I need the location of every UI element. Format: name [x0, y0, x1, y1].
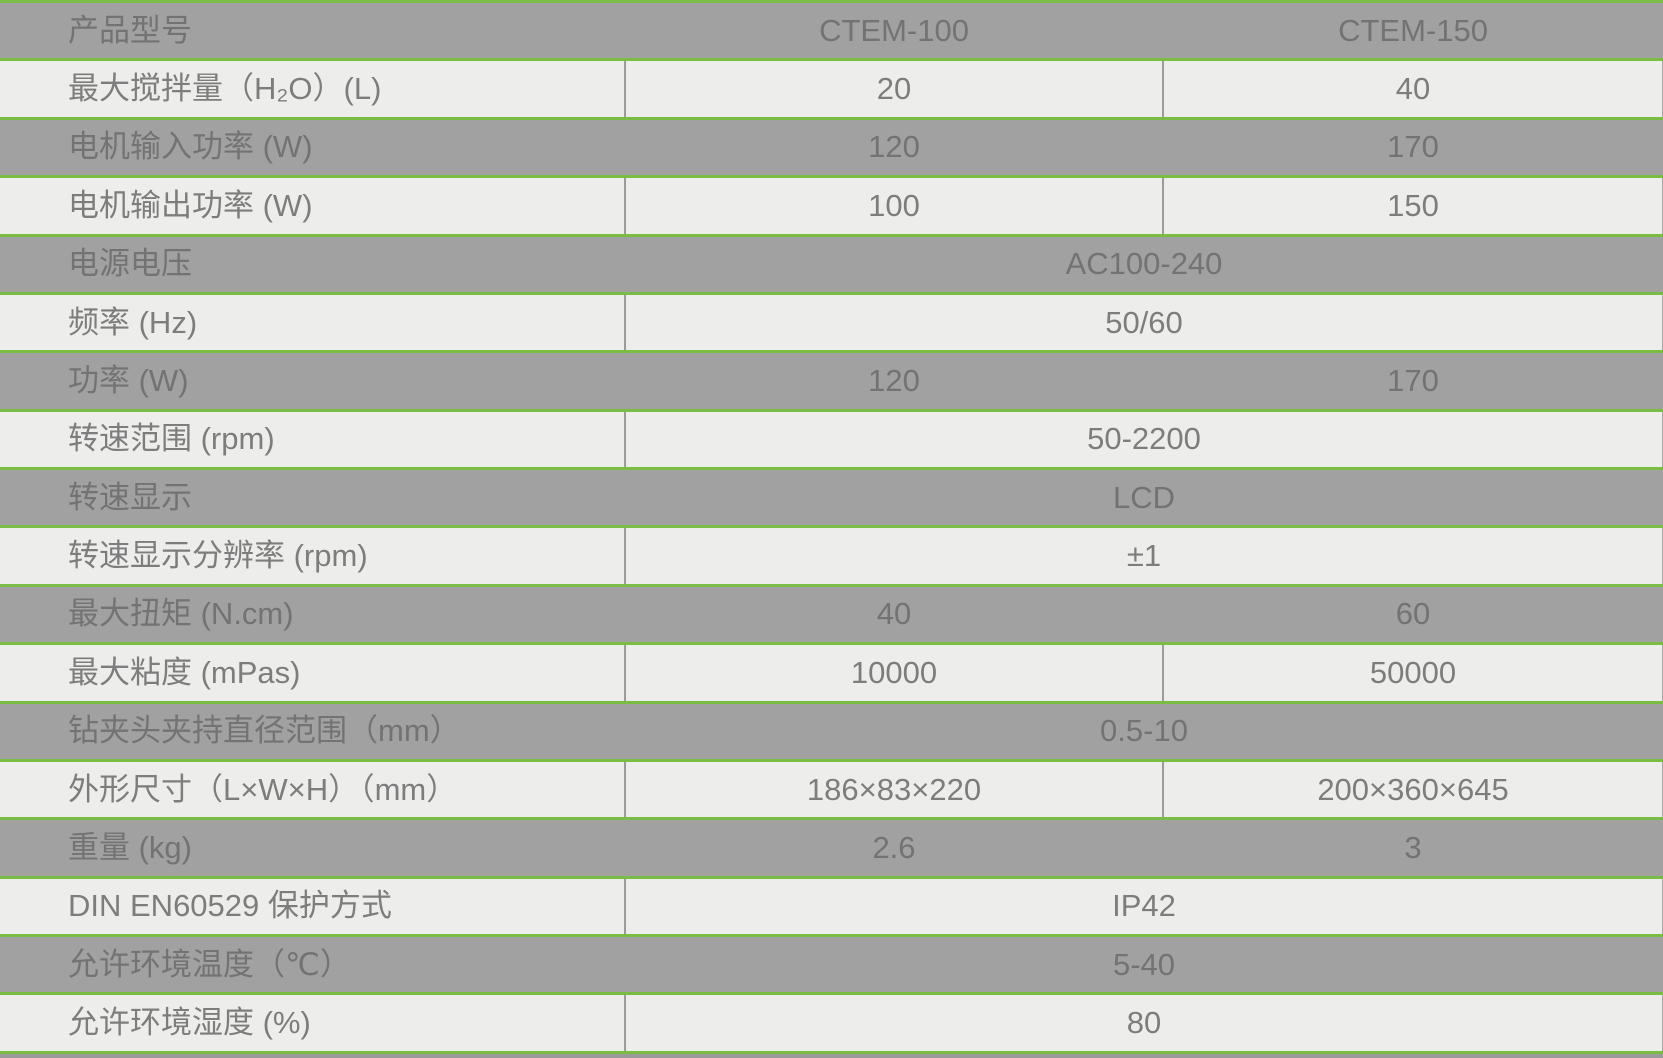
spec-row-display-resolution: 转速显示分辨率 (rpm) ±1	[0, 525, 1663, 586]
spec-row-weight: 重量 (kg) 2.6 3	[0, 817, 1663, 878]
value-cell-2: 170	[1163, 116, 1663, 177]
row-label: 重量 (kg)	[0, 817, 625, 878]
row-label: 最大扭矩 (N.cm)	[0, 583, 625, 644]
value-cell-2: 3	[1163, 817, 1663, 878]
value-cell-1: 186×83×220	[625, 758, 1164, 819]
merged-value-cell: ±1	[625, 525, 1663, 586]
row-label: 外形尺寸（L×W×H）（mm）	[0, 758, 626, 819]
spec-row-voltage: 电源电压 AC100-240	[0, 233, 1663, 294]
spec-row-ambient-humidity: 允许环境湿度 (%) 80	[0, 992, 1663, 1054]
row-label: 允许环境温度（℃）	[0, 933, 625, 994]
row-label: 转速范围 (rpm)	[0, 408, 626, 469]
spec-row-speed-range: 转速范围 (rpm) 50-2200	[0, 408, 1663, 469]
merged-value-cell: 50/60	[625, 291, 1663, 352]
value-cell-1: 100	[625, 175, 1164, 235]
spec-row-ambient-temperature: 允许环境温度（℃） 5-40	[0, 933, 1663, 994]
spec-row-motor-output: 电机输出功率 (W) 100 150	[0, 175, 1663, 235]
row-label: 产品型号	[0, 0, 625, 60]
value-cell-2: 200×360×645	[1163, 758, 1663, 819]
value-cell-2: 170	[1163, 350, 1663, 411]
merged-value-cell: 50-2200	[625, 408, 1663, 469]
row-label: 转速显示	[0, 466, 625, 527]
spec-row-speed-display: 转速显示 LCD	[0, 466, 1663, 527]
merged-value-cell: IP42	[625, 875, 1663, 936]
model-cell-2: CTEM-150	[1163, 0, 1663, 60]
row-label: 最大粘度 (mPas)	[0, 642, 626, 702]
value-cell-1: 20	[625, 58, 1164, 119]
row-label: 电源电压	[0, 233, 625, 294]
value-cell-1: 120	[625, 350, 1163, 411]
value-cell-2: 60	[1163, 583, 1663, 644]
merged-value-cell: AC100-240	[625, 233, 1663, 294]
value-cell-1: 120	[625, 116, 1163, 177]
merged-value-cell: 0.5-10	[625, 700, 1663, 761]
spec-row-motor-input: 电机输入功率 (W) 120 170	[0, 116, 1663, 177]
spec-row-model: 产品型号 CTEM-100 CTEM-150	[0, 0, 1663, 60]
spec-row-frequency: 频率 (Hz) 50/60	[0, 291, 1663, 352]
value-cell-2: 50000	[1163, 642, 1663, 702]
row-label: 允许环境湿度 (%)	[0, 992, 626, 1054]
row-label: DIN EN60529 保护方式	[0, 875, 626, 936]
merged-value-cell: 5-40	[625, 933, 1663, 994]
row-label: 频率 (Hz)	[0, 291, 626, 352]
row-label: 电机输出功率 (W)	[0, 175, 626, 235]
spec-row-protection-class: DIN EN60529 保护方式 IP42	[0, 875, 1663, 936]
spec-row-power: 功率 (W) 120 170	[0, 350, 1663, 411]
value-cell-1: 2.6	[625, 817, 1163, 878]
row-label: 电机输入功率 (W)	[0, 116, 625, 177]
merged-value-cell: 80	[625, 992, 1663, 1054]
row-label: 功率 (W)	[0, 350, 625, 411]
value-cell-1: 40	[625, 583, 1163, 644]
row-label: 最大搅拌量（H₂O）(L)	[0, 58, 626, 119]
spec-row-max-stirring: 最大搅拌量（H₂O）(L) 20 40	[0, 58, 1663, 119]
model-cell-1: CTEM-100	[625, 0, 1163, 60]
value-cell-2: 40	[1163, 58, 1663, 119]
spec-row-max-viscosity: 最大粘度 (mPas) 10000 50000	[0, 642, 1663, 702]
value-cell-1: 10000	[625, 642, 1164, 702]
row-label: 转速显示分辨率 (rpm)	[0, 525, 626, 586]
row-label: 钻夹头夹持直径范围（mm）	[0, 700, 625, 761]
spec-row-dimensions: 外形尺寸（L×W×H）（mm） 186×83×220 200×360×645	[0, 758, 1663, 819]
spec-row-chuck-diameter: 钻夹头夹持直径范围（mm） 0.5-10	[0, 700, 1663, 761]
value-cell-2: 150	[1163, 175, 1663, 235]
merged-value-cell: LCD	[625, 466, 1663, 527]
spec-row-max-torque: 最大扭矩 (N.cm) 40 60	[0, 583, 1663, 644]
